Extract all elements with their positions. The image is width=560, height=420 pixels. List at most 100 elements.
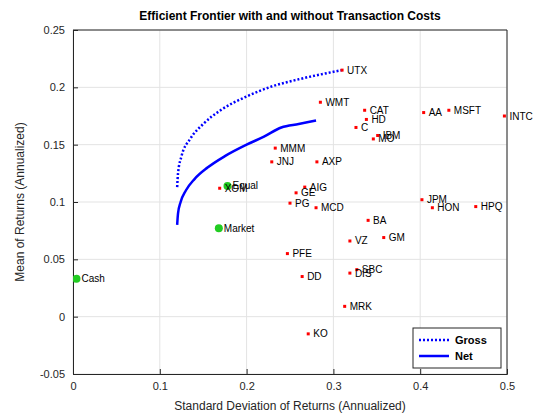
tick-label: 0.3 (326, 380, 341, 392)
tick-label: 0.2 (50, 81, 65, 93)
tick-mark (73, 317, 78, 318)
y-axis-title: Mean of Returns (Annualized) (13, 122, 27, 281)
grid-line (73, 87, 507, 88)
point (218, 187, 221, 190)
point (363, 109, 366, 112)
tick: 0.4 (413, 369, 428, 392)
marks (73, 69, 506, 336)
point-label: BA (373, 215, 387, 226)
tick-label: 0.5 (500, 380, 515, 392)
tick-label: 0.15 (44, 139, 65, 151)
tick: 0.15 (44, 139, 78, 151)
point-label: Cash (81, 273, 104, 284)
legend-swatch (419, 339, 449, 342)
point-label: WMT (325, 97, 349, 108)
point-label: PFE (292, 248, 312, 259)
point-label: Market (224, 223, 255, 234)
tick: 0.1 (50, 196, 78, 208)
point (301, 275, 304, 278)
tick: 0.25 (44, 24, 78, 36)
point (341, 69, 344, 72)
point (431, 206, 434, 209)
tick: -0.05 (40, 368, 78, 380)
tick-mark (160, 369, 161, 374)
point-label: MO (378, 133, 394, 144)
point-label: GM (389, 232, 405, 243)
point-label: MSFT (454, 105, 481, 116)
frontier-line (177, 121, 316, 225)
title: Efficient Frontier with and without Tran… (139, 9, 441, 23)
point (274, 147, 277, 150)
point-label: PG (295, 198, 310, 209)
tick: 0.1 (153, 369, 168, 392)
point (286, 252, 289, 255)
frontier-line (177, 70, 342, 187)
point (348, 272, 351, 275)
point (315, 160, 318, 163)
point (315, 206, 318, 209)
frame (507, 30, 508, 374)
tick-mark (73, 145, 78, 146)
point-label: VZ (355, 235, 368, 246)
axis-line (74, 369, 508, 375)
point-label: HD (371, 114, 385, 125)
grid-line (507, 30, 508, 374)
point (354, 126, 357, 129)
tick-mark (73, 202, 78, 203)
axis-line (74, 31, 79, 375)
point-label: JNJ (277, 156, 294, 167)
point (319, 101, 322, 104)
tick-label: 0.05 (44, 253, 65, 265)
point (365, 118, 368, 121)
tick: 0.2 (239, 369, 254, 392)
tick-label: 0.4 (413, 380, 428, 392)
point (474, 205, 477, 208)
plot-background (73, 30, 507, 374)
point (270, 160, 273, 163)
point-label: KO (313, 328, 328, 339)
grid-line (73, 316, 507, 317)
point-label: DD (307, 271, 321, 282)
point (295, 191, 298, 194)
legend-label: Net (455, 350, 473, 362)
plot: 00.10.20.30.40.5-0.0500.050.10.150.20.25… (40, 24, 533, 392)
tick-label: 0.2 (239, 380, 254, 392)
point (215, 224, 223, 232)
point (382, 236, 385, 239)
point (289, 202, 292, 205)
legend: GrossNet (413, 328, 501, 368)
chart: 00.10.20.30.40.5-0.0500.050.10.150.20.25… (0, 0, 560, 420)
point (307, 332, 310, 335)
tick-mark (420, 369, 421, 374)
tick-label: 0.1 (50, 196, 65, 208)
point-label: Equal (233, 180, 259, 191)
tick-mark (73, 87, 78, 88)
point-label: AXP (322, 156, 342, 167)
point (372, 137, 375, 140)
legend-swatch (419, 355, 449, 358)
point (343, 305, 346, 308)
point-label: UTX (347, 65, 367, 76)
tick: 0 (59, 311, 78, 323)
tick-mark (73, 374, 78, 375)
grid (73, 30, 507, 374)
tick-mark (333, 369, 334, 374)
grid-line (73, 30, 507, 31)
point (348, 239, 351, 242)
point (422, 111, 425, 114)
x-axis: 00.10.20.30.40.5 (70, 369, 515, 392)
point (447, 109, 450, 112)
tick: 0.2 (50, 81, 78, 93)
point-label: INTC (509, 111, 532, 122)
tick-label: 0.1 (153, 380, 168, 392)
point-label: MCD (321, 202, 344, 213)
point-label: HON (437, 202, 459, 213)
point-label: HPQ (481, 201, 503, 212)
frame (73, 30, 507, 31)
point-label: C (361, 122, 368, 133)
legend-box (413, 328, 501, 368)
point (503, 115, 506, 118)
point-label: DIS (355, 268, 372, 279)
tick-label: 0 (59, 311, 65, 323)
tick-mark (247, 369, 248, 374)
